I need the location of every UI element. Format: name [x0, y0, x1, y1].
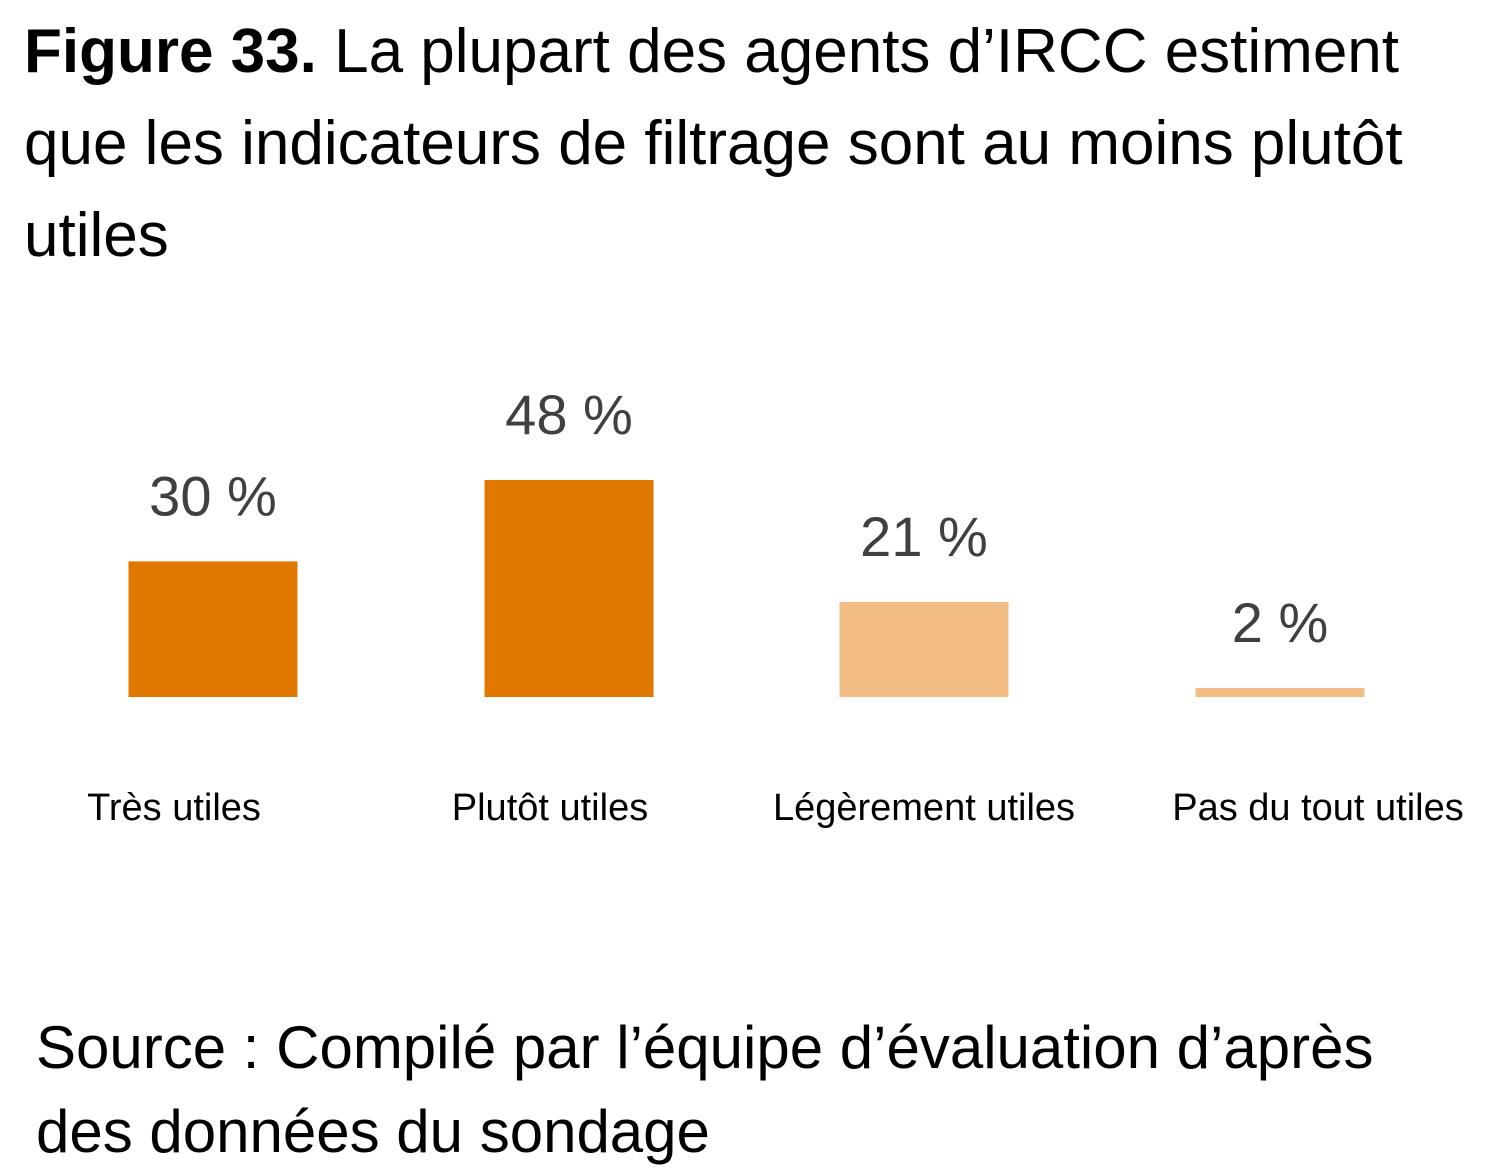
source-note: Source : Compilé par l’équipe d’évaluati…	[36, 1014, 1374, 1165]
value-label-4: 2 %	[1232, 591, 1329, 654]
value-label-2: 48 %	[505, 383, 633, 446]
bar-2	[484, 480, 654, 697]
figure-title: Figure 33. La plupart des agents d’IRCC …	[24, 6, 1464, 282]
category-label-4: Pas du tout utiles	[1172, 787, 1464, 829]
category-label-3: Légèrement utiles	[773, 787, 1075, 829]
value-label-1: 30 %	[149, 464, 277, 527]
figure-title-text: La plupart des agents d’IRCC estiment qu…	[24, 17, 1403, 270]
bar-3	[839, 602, 1009, 697]
bar-4	[1195, 687, 1365, 697]
bar-1	[128, 561, 298, 697]
value-label-3: 21 %	[860, 505, 988, 568]
figure-number: Figure 33.	[24, 17, 317, 86]
category-label-1: Très utiles	[87, 787, 261, 829]
category-label-2: Plutôt utiles	[452, 787, 648, 829]
